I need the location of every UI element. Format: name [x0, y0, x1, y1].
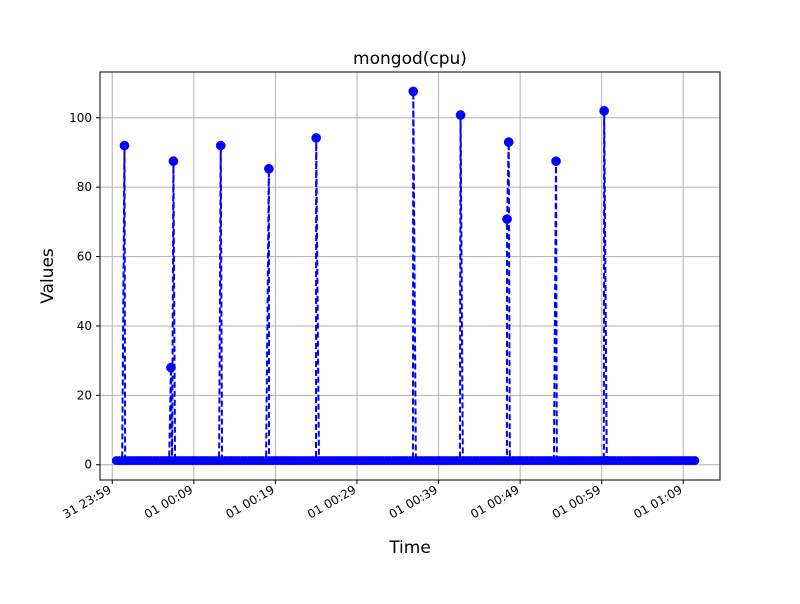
y-tick-label: 100: [69, 111, 92, 125]
spike-point: [168, 156, 179, 167]
spike-point: [502, 214, 512, 224]
spike-point: [311, 133, 322, 143]
spike-point: [166, 362, 176, 373]
spike-point: [503, 137, 514, 147]
y-axis-label: Values: [38, 248, 58, 304]
spike-point: [119, 140, 130, 151]
grid: [100, 72, 720, 480]
y-tick-label: 40: [77, 319, 92, 333]
y-tick-label: 80: [77, 180, 92, 194]
y-tick-label: 60: [77, 250, 92, 264]
chart-title: mongod(cpu): [353, 49, 467, 69]
spike-point: [599, 106, 610, 116]
series-layer: [111, 86, 700, 466]
spike-point: [455, 110, 466, 120]
spike-point: [551, 156, 561, 167]
spike-point: [264, 163, 274, 174]
y-tick-label: 0: [84, 458, 92, 472]
y-tick-label: 20: [77, 388, 92, 402]
x-axis-label: Time: [388, 538, 431, 558]
data-point: [690, 456, 700, 466]
spike-point: [408, 86, 419, 97]
spike-point: [215, 140, 226, 151]
axes-frame: [99, 71, 721, 481]
